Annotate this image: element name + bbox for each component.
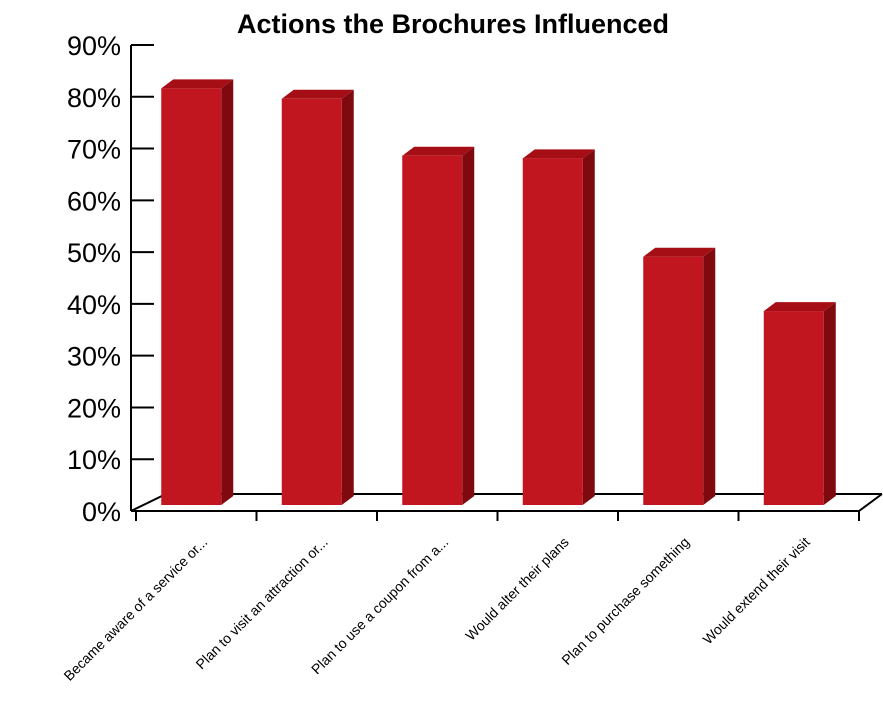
bar-top bbox=[643, 247, 716, 257]
bar-top bbox=[161, 79, 234, 89]
bar bbox=[281, 98, 342, 506]
bar-side bbox=[703, 247, 716, 505]
x-tick-label: Would alter their plans bbox=[462, 534, 572, 644]
bar bbox=[402, 155, 463, 505]
chart-title: Actions the Brochures Influenced bbox=[237, 9, 669, 39]
y-tick-label: 30% bbox=[67, 342, 121, 372]
y-tick-label: 10% bbox=[67, 445, 121, 475]
bar-side bbox=[341, 89, 354, 506]
floor-left-edge bbox=[130, 493, 167, 512]
floor-right-edge bbox=[858, 493, 883, 512]
y-tick-label: 80% bbox=[67, 83, 121, 113]
y-tick-label: 70% bbox=[67, 135, 121, 165]
y-tick-label: 20% bbox=[67, 393, 121, 423]
bar-side bbox=[823, 302, 836, 505]
x-tick-label: Plan to purchase something bbox=[558, 534, 692, 668]
bar bbox=[522, 158, 583, 506]
x-axis-labels: Became aware of a service or...Plan to v… bbox=[60, 534, 813, 684]
bar-top bbox=[522, 149, 595, 159]
y-tick-label: 60% bbox=[67, 186, 121, 216]
x-tick-label: Became aware of a service or... bbox=[60, 534, 210, 684]
bar bbox=[763, 311, 824, 505]
chart-axes: 0% 10% 20% 30% 40% 50% 60% 70% 80% 90% bbox=[67, 31, 883, 527]
y-tick-label: 0% bbox=[82, 497, 121, 527]
bar bbox=[161, 88, 222, 505]
y-tick-label: 90% bbox=[67, 31, 121, 61]
x-tick-label: Plan to use a coupon from a... bbox=[308, 534, 451, 677]
bar-side bbox=[221, 79, 234, 505]
x-tick-label: Would extend their visit bbox=[699, 534, 813, 648]
bar-side bbox=[582, 149, 595, 506]
bar-side bbox=[462, 146, 475, 505]
y-tick-label: 40% bbox=[67, 290, 121, 320]
bar-top bbox=[763, 302, 836, 312]
bar bbox=[643, 256, 704, 505]
bar-top bbox=[281, 89, 354, 99]
y-tick-label: 50% bbox=[67, 238, 121, 268]
bar-group bbox=[161, 79, 836, 506]
bar-top bbox=[402, 146, 475, 156]
x-tick-label: Plan to visit an attraction or... bbox=[192, 534, 330, 672]
